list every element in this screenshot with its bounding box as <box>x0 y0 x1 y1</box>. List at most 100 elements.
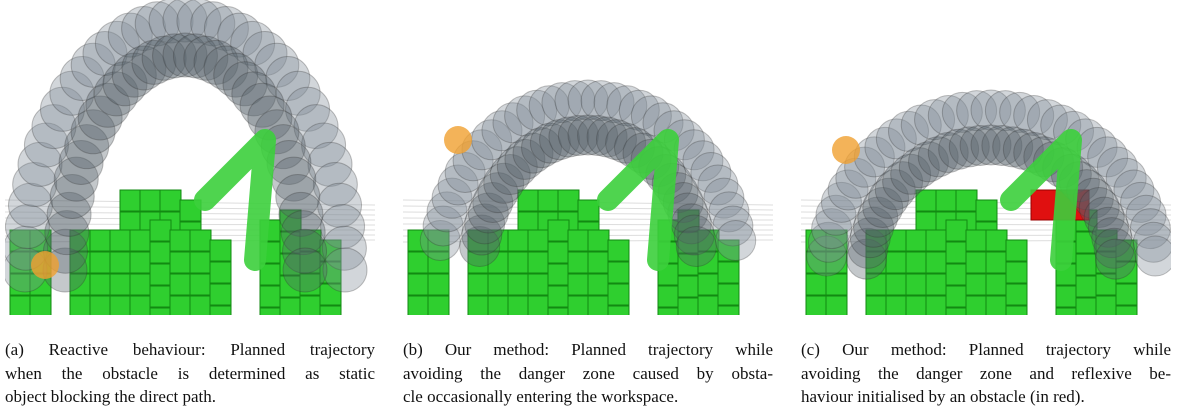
voxel <box>1076 276 1097 297</box>
voxel <box>946 264 967 285</box>
caption-line: (c) Our method: Planned trajectory while <box>801 338 1171 362</box>
voxel <box>1076 254 1097 275</box>
voxel <box>190 296 211 315</box>
voxel <box>678 276 699 297</box>
voxel <box>886 274 907 295</box>
voxel <box>90 252 111 273</box>
voxel <box>260 286 281 307</box>
voxel <box>926 230 947 251</box>
voxel <box>1006 284 1027 305</box>
voxel <box>428 296 449 315</box>
trajectory-sphere <box>323 248 367 292</box>
figure-row: (a) Reactive behaviour: Planned trajecto… <box>0 0 1177 411</box>
voxel <box>548 264 569 285</box>
voxel <box>260 308 281 315</box>
voxel <box>548 220 569 241</box>
voxel <box>170 274 191 295</box>
voxel <box>508 296 529 315</box>
voxel <box>568 274 589 295</box>
start-pose <box>444 126 472 154</box>
voxel <box>946 308 967 315</box>
voxel <box>528 274 549 295</box>
voxel <box>966 274 987 295</box>
voxel <box>528 230 549 251</box>
scene-image <box>403 0 773 315</box>
voxel <box>578 200 599 221</box>
voxel <box>30 296 51 315</box>
voxel <box>130 296 151 315</box>
voxel <box>140 190 161 211</box>
voxel <box>946 242 967 263</box>
voxel <box>906 274 927 295</box>
voxel <box>280 298 301 315</box>
voxel <box>468 296 489 315</box>
voxel <box>508 252 529 273</box>
voxel <box>826 296 847 315</box>
start-pose <box>31 251 59 279</box>
voxel <box>170 252 191 273</box>
caption-line: avoiding the danger zone caused by obsta… <box>403 362 773 386</box>
voxel <box>320 306 341 315</box>
voxel <box>150 242 171 263</box>
voxel <box>110 252 131 273</box>
caption-line: haviour initialised by an obstacle (in r… <box>801 385 1171 409</box>
voxel <box>976 200 997 221</box>
voxel <box>130 230 151 251</box>
voxel <box>110 274 131 295</box>
voxel <box>1116 306 1137 315</box>
trajectory-sphere <box>1135 236 1171 276</box>
voxel <box>956 190 977 211</box>
voxel <box>210 284 231 305</box>
voxel <box>130 252 151 273</box>
voxel <box>966 296 987 315</box>
voxel <box>1076 298 1097 315</box>
voxel <box>826 274 847 295</box>
voxel <box>528 252 549 273</box>
trajectory-sphere <box>676 227 716 267</box>
voxel <box>568 296 589 315</box>
caption-line: object blocking the direct path. <box>5 385 375 409</box>
trajectory-sphere <box>1096 239 1136 279</box>
voxel <box>210 240 231 261</box>
voxel <box>170 296 191 315</box>
voxel <box>698 274 719 295</box>
voxel <box>150 286 171 307</box>
voxel <box>926 296 947 315</box>
voxel <box>588 296 609 315</box>
voxel <box>658 308 679 315</box>
voxel <box>698 296 719 315</box>
voxel <box>1056 286 1077 307</box>
voxel <box>190 230 211 251</box>
voxel <box>408 296 429 315</box>
voxel <box>90 274 111 295</box>
voxel <box>588 230 609 251</box>
voxel <box>528 296 549 315</box>
voxel <box>408 274 429 295</box>
voxel <box>906 252 927 273</box>
caption-line: (a) Reactive behaviour: Planned trajecto… <box>5 338 375 362</box>
voxel <box>588 274 609 295</box>
voxel <box>718 306 739 315</box>
voxel <box>70 296 91 315</box>
voxel <box>886 252 907 273</box>
voxel <box>1006 262 1027 283</box>
voxel <box>110 230 131 251</box>
scene-image <box>5 0 375 315</box>
voxel <box>966 230 987 251</box>
caption: (b) Our method: Planned trajectory while… <box>403 338 773 409</box>
voxel <box>946 286 967 307</box>
panel-a: (a) Reactive behaviour: Planned trajecto… <box>5 0 375 411</box>
voxel <box>10 296 31 315</box>
voxel <box>468 274 489 295</box>
caption-line: (b) Our method: Planned trajectory while <box>403 338 773 362</box>
trajectory-sphere <box>283 248 327 292</box>
voxel <box>300 296 321 315</box>
voxel <box>558 190 579 211</box>
voxel <box>538 190 559 211</box>
voxel <box>190 252 211 273</box>
voxel <box>678 298 699 315</box>
voxel <box>926 252 947 273</box>
caption-line: cle occasionally entering the workspace. <box>403 385 773 409</box>
voxel <box>90 230 111 251</box>
voxel <box>806 274 827 295</box>
